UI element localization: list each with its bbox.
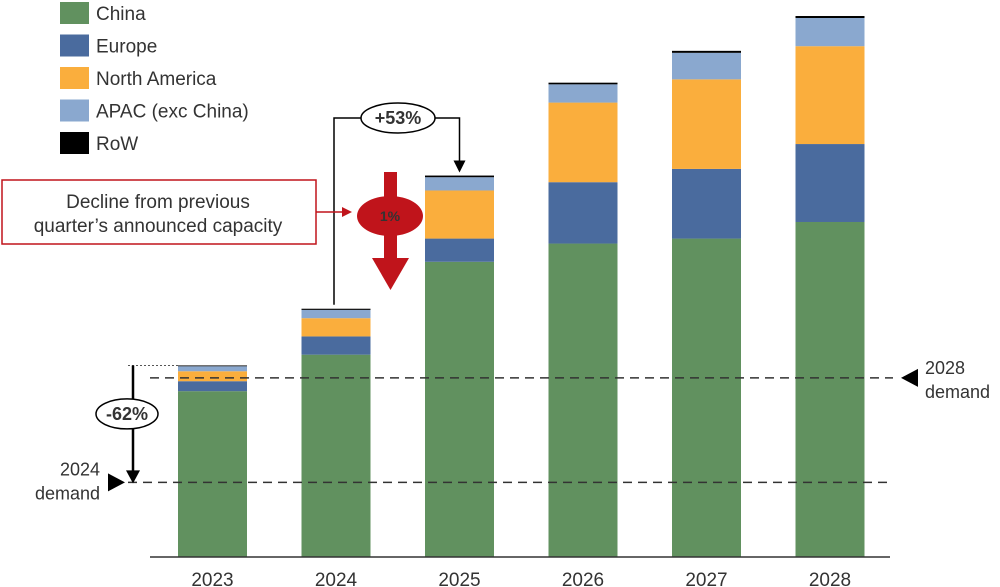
bar-2023-row — [178, 365, 247, 367]
bar-2026-row — [548, 82, 618, 85]
bar-2027-north-america — [672, 79, 741, 169]
growth-bracket: +53% — [333, 102, 466, 305]
growth-label: +53% — [375, 108, 422, 128]
reduction-bracket: -62% — [95, 364, 178, 484]
bar-2025-china — [425, 261, 494, 557]
growth-connector — [435, 117, 461, 162]
x-tick-label: 2028 — [809, 570, 851, 587]
callout-pointer-head — [342, 207, 352, 217]
reference-label-2024: 2024 — [60, 459, 100, 479]
bar-2023-europe — [178, 381, 247, 392]
callout-line-1: Decline from previous — [66, 192, 250, 213]
bar-2028-china — [795, 221, 865, 557]
callout-box — [1, 179, 317, 245]
callout-line-2: quarter’s announced capacity — [34, 216, 283, 237]
reduction-label: -62% — [106, 404, 148, 424]
bar-2023-north-america — [178, 371, 247, 382]
legend-swatch — [60, 34, 89, 57]
reference-label-2024-unit: demand — [35, 483, 100, 503]
x-tick-label: 2027 — [685, 570, 727, 587]
reference-label-2028: 2028 — [925, 358, 965, 378]
bar-2025-row — [425, 175, 494, 178]
reference-marker-2028 — [901, 368, 918, 387]
x-tick-label: 2023 — [191, 570, 233, 587]
bar-2028-europe — [795, 144, 865, 222]
reference-label-2028-unit: demand — [925, 382, 990, 402]
x-tick-label: 2025 — [438, 570, 480, 587]
bar-2026-north-america — [548, 102, 618, 183]
decline-callout: Decline from previous quarter’s announce… — [1, 179, 352, 245]
legend-label: APAC (exc China) — [96, 102, 249, 123]
bar-2024-row — [301, 308, 371, 310]
legend-swatch — [60, 132, 89, 154]
decline-arrow: 1% — [357, 172, 423, 290]
bar-2028-north-america — [795, 46, 865, 145]
legend-label: RoW — [96, 134, 138, 155]
reference-marker-2024 — [108, 473, 125, 492]
bar-2027-apac-exc-china- — [672, 52, 741, 80]
legend-label: China — [96, 4, 146, 25]
decline-label: 1% — [380, 208, 401, 224]
bar-2028-apac-exc-china- — [795, 18, 865, 47]
bar-2026-europe — [548, 182, 618, 244]
x-tick-label: 2024 — [315, 570, 358, 587]
bar-2027-europe — [672, 168, 741, 239]
bar-2024-north-america — [301, 318, 371, 337]
bar-2027-china — [672, 238, 741, 557]
bar-2027-row — [672, 50, 741, 53]
bar-2026-china — [548, 243, 618, 557]
bar-2024-apac-exc-china- — [301, 309, 371, 319]
reference-lines: 2028 demand 2024 demand — [35, 358, 990, 503]
x-tick-label: 2026 — [562, 570, 604, 587]
bar-2025-europe — [425, 238, 494, 262]
bar-2023-china — [178, 391, 247, 557]
bar-2025-apac-exc-china- — [425, 177, 494, 191]
bar-2024-europe — [301, 336, 371, 355]
bar-2023-apac-exc-china- — [178, 366, 247, 372]
legend-label: North America — [96, 69, 217, 90]
bar-2028-row — [795, 16, 865, 18]
bars-group — [178, 16, 865, 557]
bar-2025-north-america — [425, 190, 494, 239]
legend-swatch — [60, 67, 89, 89]
legend-label: Europe — [96, 37, 157, 58]
legend-swatch — [60, 2, 89, 24]
x-tick-labels: 2023 2024 2025 2026 2027 2028 — [191, 570, 851, 587]
bar-2026-apac-exc-china- — [548, 84, 618, 103]
bar-2024-china — [301, 354, 371, 557]
legend-swatch — [60, 99, 89, 122]
legend: China Europe North America APAC (exc China)… — [60, 2, 249, 155]
